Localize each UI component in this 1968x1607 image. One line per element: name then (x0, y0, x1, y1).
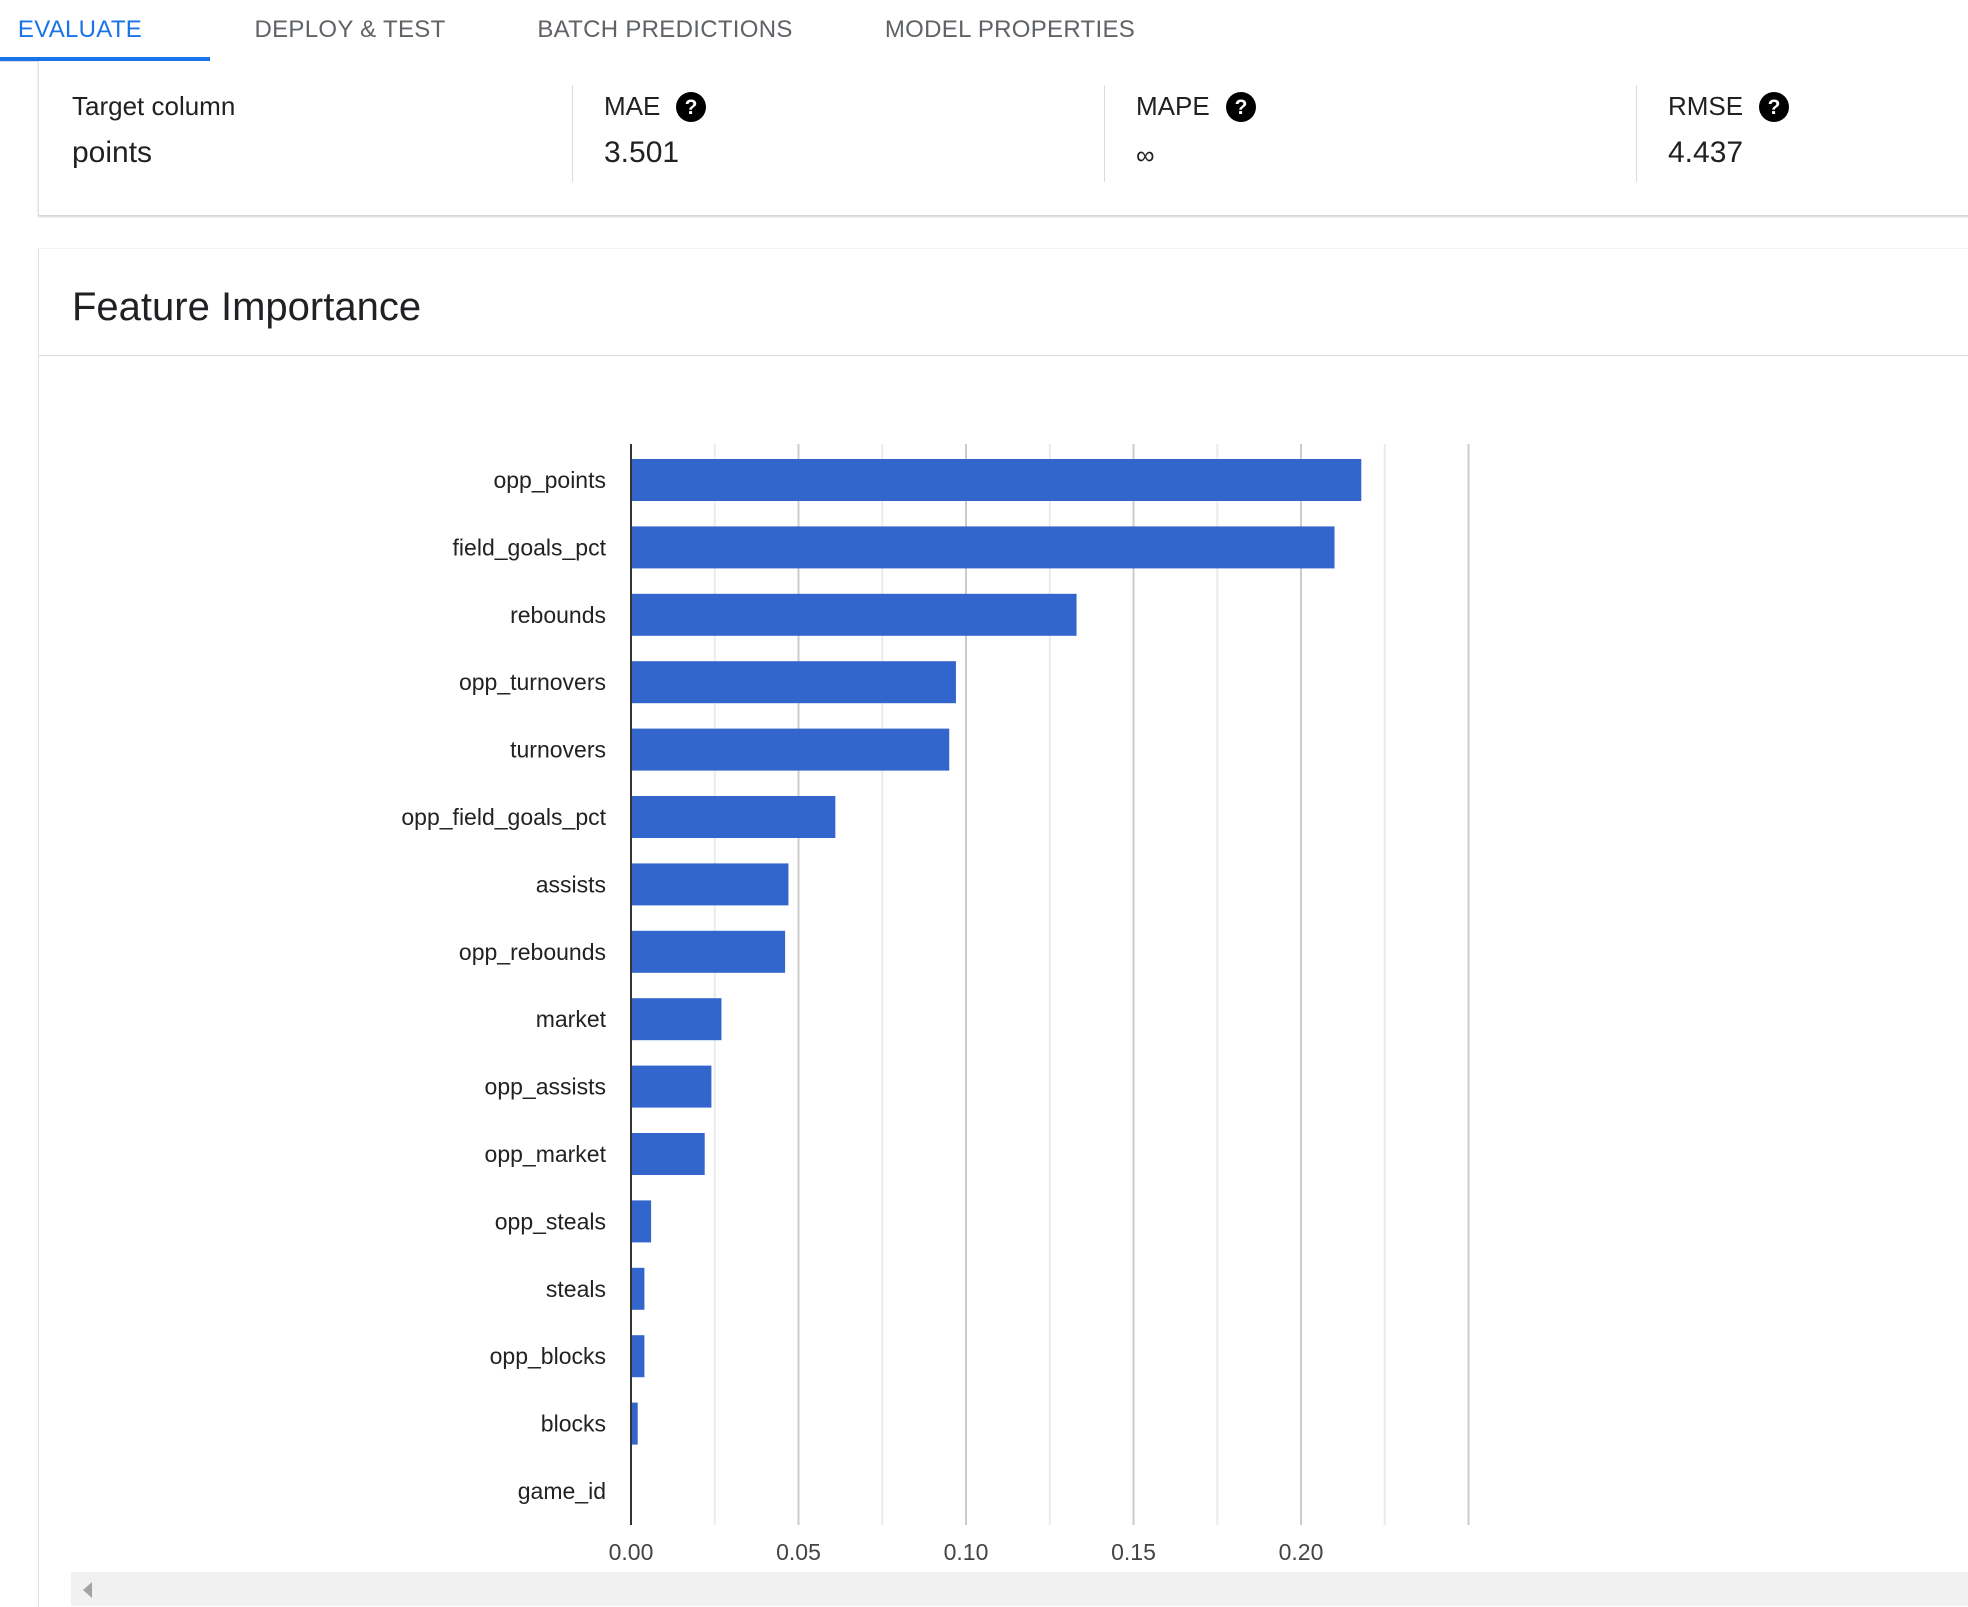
bar-opp_rebounds (631, 930, 786, 973)
bar-opp_field_goals_pct (631, 796, 836, 838)
bar-assists (631, 863, 789, 906)
svg-text:?: ? (1768, 96, 1781, 119)
category-label: opp_field_goals_pct (401, 804, 606, 830)
category-label: steals (546, 1276, 606, 1302)
tab-evaluate[interactable]: EVALUATE (17, 16, 143, 43)
mae-label-text: MAE (604, 91, 661, 121)
category-label: opp_assists (485, 1074, 606, 1100)
tab-deploy-test[interactable]: DEPLOY & TEST (254, 16, 446, 43)
metric-divider (1104, 85, 1105, 182)
bar-opp_turnovers (631, 661, 956, 704)
bar-rebounds (631, 593, 1077, 636)
help-icon[interactable]: ? (676, 91, 707, 122)
tab-model-properties[interactable]: MODEL PROPERTIES (884, 16, 1136, 43)
category-label: opp_rebounds (459, 939, 606, 965)
category-label: turnovers (510, 737, 606, 763)
mape-value: ∞ (1136, 140, 1155, 170)
x-tick-label: 0.15 (1111, 1539, 1156, 1565)
metric-divider (1636, 85, 1637, 182)
bar-market (631, 998, 722, 1041)
category-label: opp_market (485, 1141, 607, 1167)
mae-label: MAE ? (604, 91, 707, 122)
help-icon[interactable]: ? (1225, 91, 1256, 122)
bar-opp_steals (631, 1200, 652, 1243)
rmse-value: 4.437 (1668, 136, 1744, 169)
help-icon[interactable]: ? (1759, 91, 1790, 122)
x-tick-label: 0.00 (609, 1539, 654, 1565)
active-tab-indicator (0, 57, 210, 61)
category-label: opp_blocks (490, 1343, 606, 1369)
tab-batch-predictions[interactable]: BATCH PREDICTIONS (537, 16, 793, 43)
svg-text:?: ? (685, 96, 698, 119)
x-tick-label: 0.10 (944, 1539, 989, 1565)
category-label: opp_points (493, 467, 606, 493)
target-column-label-text: Target column (72, 91, 236, 121)
target-column-value: points (72, 136, 153, 169)
bar-opp_points (631, 459, 1362, 501)
bar-turnovers (631, 728, 950, 771)
metric-divider (572, 85, 573, 182)
category-label: field_goals_pct (453, 534, 607, 560)
mae-value: 3.501 (604, 136, 680, 169)
bar-steals (631, 1267, 645, 1310)
metrics-card: Target column points MAE ? 3.501 MAPE ? … (38, 61, 1968, 215)
scroll-left-arrow-icon[interactable] (83, 1582, 92, 1598)
category-label: opp_turnovers (459, 669, 606, 695)
x-tick-label: 0.05 (776, 1539, 821, 1565)
target-column-label: Target column (72, 91, 235, 122)
rmse-label-text: RMSE (1668, 91, 1744, 121)
mape-label-text: MAPE (1136, 91, 1210, 121)
category-label: rebounds (510, 602, 606, 628)
mape-label: MAPE ? (1136, 91, 1256, 122)
category-label: blocks (541, 1411, 606, 1437)
category-label: game_id (518, 1478, 606, 1504)
bar-opp_market (631, 1133, 705, 1175)
feature-importance-title: Feature Importance (72, 285, 422, 329)
x-tick-label: 0.20 (1279, 1539, 1324, 1565)
feature-importance-header: Feature Importance (39, 249, 1968, 356)
category-label: market (536, 1006, 607, 1032)
bar-opp_blocks (631, 1335, 645, 1378)
bar-blocks (631, 1402, 638, 1445)
horizontal-scrollbar[interactable] (71, 1572, 1968, 1606)
category-label: opp_steals (495, 1208, 606, 1234)
category-label: assists (536, 871, 606, 897)
bar-field_goals_pct (631, 526, 1335, 569)
bar-opp_assists (631, 1065, 712, 1108)
svg-text:?: ? (1234, 96, 1247, 119)
rmse-label: RMSE ? (1668, 91, 1790, 122)
tab-bar: EVALUATE DEPLOY & TEST BATCH PREDICTIONS… (0, 0, 1968, 62)
